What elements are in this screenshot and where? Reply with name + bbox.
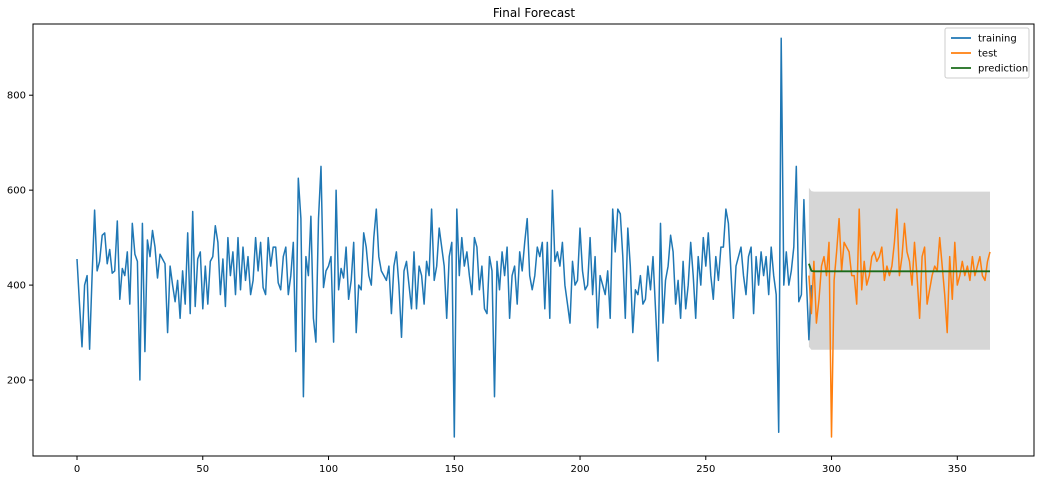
x-tick-label: 250 — [696, 464, 715, 475]
legend-box — [944, 27, 1030, 79]
y-tick-label: 800 — [7, 91, 26, 102]
x-axis-ticks: 0 50 100 150 200 250 300 350 — [74, 456, 967, 475]
legend-label-training: training — [978, 34, 1017, 45]
x-tick-label: 100 — [319, 464, 338, 475]
legend-label-test: test — [978, 49, 997, 60]
legend: training test prediction — [944, 27, 1030, 79]
plot-frame — [32, 23, 1035, 457]
series-line-training — [76, 37, 813, 438]
x-tick-label: 50 — [196, 464, 209, 475]
y-tick-label: 200 — [7, 376, 26, 387]
y-tick-label: 600 — [7, 186, 26, 197]
x-tick-label: 350 — [948, 464, 967, 475]
x-tick-label: 200 — [570, 464, 589, 475]
y-axis-ticks: 200 400 600 800 — [7, 91, 33, 387]
series-layer — [76, 37, 991, 438]
y-tick-label: 400 — [7, 281, 26, 292]
x-tick-label: 0 — [74, 464, 80, 475]
series-line-test — [808, 208, 991, 438]
legend-label-prediction: prediction — [978, 64, 1028, 75]
x-tick-label: 300 — [822, 464, 841, 475]
series-line-prediction — [808, 263, 990, 273]
x-tick-label: 150 — [445, 464, 464, 475]
chart-title: Final Forecast — [493, 6, 576, 20]
